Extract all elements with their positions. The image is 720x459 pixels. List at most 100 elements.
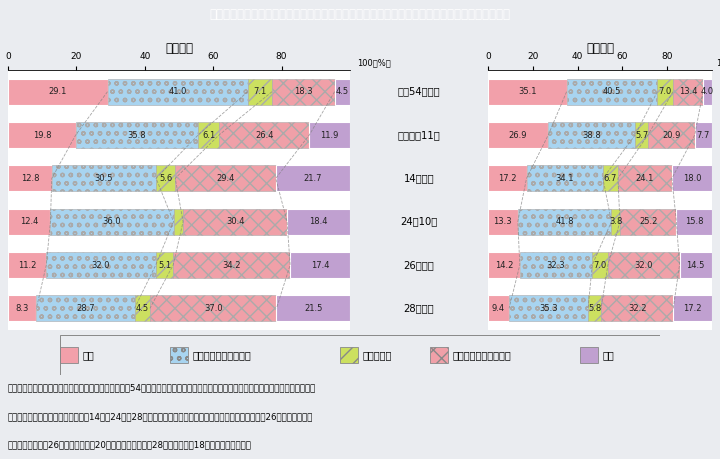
Text: 32.2: 32.2 <box>628 304 647 313</box>
Bar <box>290 252 350 278</box>
Bar <box>8 252 46 278</box>
Text: 18.0: 18.0 <box>683 174 701 183</box>
Text: 41.8: 41.8 <box>555 217 574 226</box>
Text: 19.8: 19.8 <box>32 130 51 140</box>
Bar <box>335 78 350 105</box>
Bar <box>488 165 526 191</box>
Text: （備考）１．内閣府「婦人に関する世論調査」（昭和54年），「男女平等に関する世論調査」（平成４年），「男女共同参画社会に: （備考）１．内閣府「婦人に関する世論調査」（昭和54年），「男女平等に関する世論… <box>8 383 316 392</box>
Bar <box>50 209 174 235</box>
Bar <box>76 122 198 148</box>
Bar <box>618 165 672 191</box>
Bar <box>673 295 712 321</box>
Bar <box>488 209 518 235</box>
Text: 30.4: 30.4 <box>226 217 244 226</box>
Text: 昭和54年５月: 昭和54年５月 <box>397 87 441 97</box>
Text: 25.2: 25.2 <box>639 217 657 226</box>
Text: 100（%）: 100（%） <box>357 59 390 68</box>
Bar <box>8 78 107 105</box>
Bar <box>8 122 76 148</box>
Text: 36.0: 36.0 <box>103 217 121 226</box>
Bar <box>156 165 175 191</box>
Bar <box>37 295 135 321</box>
Text: 20.9: 20.9 <box>662 130 680 140</box>
Bar <box>174 252 290 278</box>
Text: Ｉ－３－５図　「夫は外で働き，妻は家庭を守るべきである」という考え方に関する意識の変化: Ｉ－３－５図 「夫は外で働き，妻は家庭を守るべきである」という考え方に関する意識… <box>210 7 510 21</box>
Bar <box>272 78 335 105</box>
Text: 28.7: 28.7 <box>76 304 95 313</box>
Text: 26.4: 26.4 <box>255 130 274 140</box>
Text: 13.3: 13.3 <box>494 217 512 226</box>
Bar <box>603 165 618 191</box>
Text: 7.0: 7.0 <box>659 87 672 96</box>
Bar <box>276 165 350 191</box>
Text: 5.1: 5.1 <box>158 261 171 269</box>
Text: 7.0: 7.0 <box>593 261 607 269</box>
Bar <box>657 78 673 105</box>
Text: 11.9: 11.9 <box>320 130 339 140</box>
Bar <box>170 347 188 363</box>
Bar <box>526 165 603 191</box>
Text: 17.2: 17.2 <box>498 174 516 183</box>
Bar <box>248 78 272 105</box>
Text: 賛成: 賛成 <box>83 350 95 360</box>
Text: 100（%）: 100（%） <box>716 59 720 68</box>
Text: 18.3: 18.3 <box>294 87 312 96</box>
Bar <box>567 78 657 105</box>
Text: ＜女性＞: ＜女性＞ <box>165 43 193 56</box>
Bar <box>430 347 448 363</box>
Bar <box>648 122 695 148</box>
Text: 4.5: 4.5 <box>336 87 349 96</box>
Bar <box>635 122 648 148</box>
Bar <box>676 209 712 235</box>
Text: 5.8: 5.8 <box>588 304 601 313</box>
Text: 11.2: 11.2 <box>18 261 36 269</box>
Bar <box>509 295 588 321</box>
Bar <box>518 209 611 235</box>
Bar <box>703 78 712 105</box>
Text: 24年10月: 24年10月 <box>400 217 438 227</box>
Text: わからない: わからない <box>363 350 392 360</box>
Text: 14.5: 14.5 <box>687 261 705 269</box>
Bar <box>695 122 712 148</box>
Bar <box>310 122 350 148</box>
Bar <box>135 295 150 321</box>
Bar <box>488 295 509 321</box>
Text: 26年８月: 26年８月 <box>404 260 434 270</box>
Bar <box>601 295 673 321</box>
Bar <box>107 78 248 105</box>
Text: 18.4: 18.4 <box>310 217 328 226</box>
Text: 5.7: 5.7 <box>635 130 648 140</box>
Text: 7.1: 7.1 <box>253 87 266 96</box>
Text: 30.5: 30.5 <box>95 174 113 183</box>
Bar <box>488 78 567 105</box>
Text: 14年７月: 14年７月 <box>404 174 434 183</box>
Text: 12.8: 12.8 <box>21 174 39 183</box>
Text: 17.2: 17.2 <box>683 304 702 313</box>
Text: 32.0: 32.0 <box>91 261 110 269</box>
Text: 41.0: 41.0 <box>168 87 186 96</box>
Bar <box>680 252 712 278</box>
Text: 13.4: 13.4 <box>679 87 697 96</box>
Text: 21.7: 21.7 <box>304 174 322 183</box>
Text: 9.4: 9.4 <box>492 304 505 313</box>
Bar <box>580 347 598 363</box>
Text: 8.3: 8.3 <box>16 304 29 313</box>
Text: 6.1: 6.1 <box>202 130 215 140</box>
Text: ２．平成26年以前の調査は20歳以上の者が対象。28年の調査は，18歳以上の者が対象。: ２．平成26年以前の調査は20歳以上の者が対象。28年の調査は，18歳以上の者が… <box>8 441 252 450</box>
Text: 17.4: 17.4 <box>310 261 329 269</box>
Bar <box>488 122 548 148</box>
Bar <box>673 78 703 105</box>
Text: 6.7: 6.7 <box>604 174 617 183</box>
Text: 7.7: 7.7 <box>697 130 710 140</box>
Bar <box>620 209 676 235</box>
Bar <box>60 347 78 363</box>
Bar <box>287 209 350 235</box>
Text: 平成４年11月: 平成４年11月 <box>397 130 441 140</box>
Text: 関する世論調査」（平成14年，24年，28年）及び「女性の活躍推進に関する世論調査」（平成26年）より作成。: 関する世論調査」（平成14年，24年，28年）及び「女性の活躍推進に関する世論調… <box>8 412 313 421</box>
Bar <box>520 252 592 278</box>
Bar <box>174 209 183 235</box>
Bar <box>608 252 680 278</box>
Text: 29.4: 29.4 <box>216 174 235 183</box>
Bar <box>548 122 635 148</box>
Text: 38.8: 38.8 <box>582 130 601 140</box>
